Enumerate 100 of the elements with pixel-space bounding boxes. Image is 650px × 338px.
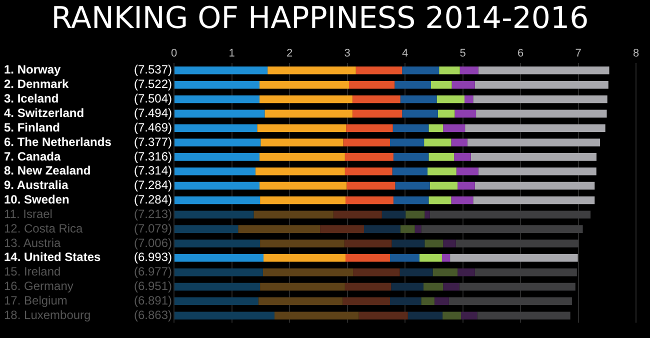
bar [174, 240, 260, 248]
bar [238, 225, 320, 233]
bar [382, 210, 406, 219]
bar [400, 225, 415, 233]
x-tick-label: 2 [286, 48, 293, 60]
bar [452, 80, 475, 89]
bar [394, 80, 431, 89]
bar [346, 124, 393, 132]
bar [174, 225, 238, 233]
bar [395, 182, 430, 190]
bar [174, 268, 263, 276]
bar [458, 268, 475, 276]
total-label: (7.504) [134, 92, 172, 106]
bar [467, 138, 600, 146]
bar [400, 95, 437, 104]
total-label: (6.891) [134, 293, 172, 308]
total-label: (7.079) [134, 221, 172, 236]
bar [393, 196, 429, 204]
total-label: (6.977) [134, 264, 172, 279]
bar [254, 210, 334, 219]
bar [260, 282, 345, 291]
bar [423, 282, 444, 291]
bar [419, 254, 442, 262]
bar [408, 312, 443, 320]
bar [174, 110, 265, 118]
bar [174, 297, 258, 306]
bar [460, 66, 478, 74]
bar [274, 312, 359, 320]
y-tick-label: 16. Germany [4, 279, 74, 294]
total-label: (7.284) [134, 192, 172, 207]
bar [258, 297, 343, 306]
bar [259, 80, 349, 89]
total-label: (6.951) [134, 279, 172, 294]
bar [454, 110, 476, 118]
bar [333, 210, 382, 219]
total-label: (7.469) [134, 120, 172, 134]
bar [454, 153, 471, 161]
y-tick-label: 13. Austria [4, 236, 62, 250]
bar [432, 268, 458, 276]
bar [390, 254, 420, 262]
bar [358, 312, 408, 320]
y-tick-label: 6. The Netherlands [4, 134, 112, 149]
bar [461, 312, 478, 320]
bar [470, 153, 596, 161]
bar [174, 210, 254, 219]
bar [465, 124, 606, 132]
y-tick-label: 7. Canada [4, 149, 62, 164]
y-tick-label: 2. Denmark [4, 77, 70, 92]
bar [442, 312, 462, 320]
bar [174, 312, 274, 320]
bar [260, 138, 344, 146]
bar [473, 95, 608, 104]
bar [474, 268, 577, 276]
bar [428, 196, 452, 204]
bar [257, 124, 346, 132]
bar [174, 66, 268, 74]
bar [451, 196, 474, 204]
x-tick-label: 1 [228, 48, 235, 60]
bar [392, 124, 429, 132]
total-label: (6.863) [134, 308, 172, 322]
bar [344, 167, 392, 176]
bar [356, 66, 402, 74]
bar [436, 95, 464, 104]
total-label: (7.522) [134, 77, 172, 92]
bar [430, 80, 452, 89]
y-tick-label: 15. Ireland [4, 264, 61, 279]
bar [450, 254, 578, 262]
bar [402, 110, 438, 118]
bar [262, 268, 354, 276]
bar [392, 240, 425, 248]
bar [174, 167, 256, 176]
bar [259, 153, 345, 161]
y-tick-label: 17. Belgium [4, 293, 68, 308]
bar [443, 240, 456, 248]
bar [264, 254, 346, 262]
bar [442, 254, 450, 262]
bar [424, 138, 452, 146]
y-tick-label: 12. Costa Rica [4, 221, 84, 236]
x-tick-label: 8 [632, 48, 640, 60]
bar [344, 240, 392, 248]
chart-title: RANKING OF HAPPINESS 2014-2016 [51, 0, 589, 36]
bar [352, 110, 402, 118]
bar [344, 282, 392, 291]
x-tick-label: 6 [517, 48, 524, 60]
bar [346, 182, 396, 190]
bar [414, 225, 422, 233]
bar [474, 80, 608, 89]
bar [346, 196, 394, 204]
bar [439, 66, 460, 74]
bar [320, 225, 364, 233]
bar [473, 196, 595, 204]
bar [402, 66, 440, 74]
x-tick-label: 0 [170, 48, 178, 60]
total-label: (7.006) [134, 236, 172, 250]
bar [451, 138, 468, 146]
bar [448, 297, 572, 306]
total-label: (6.993) [134, 250, 172, 264]
bar [174, 196, 260, 204]
bar [476, 110, 607, 118]
y-tick-label: 1. Norway [4, 62, 62, 77]
